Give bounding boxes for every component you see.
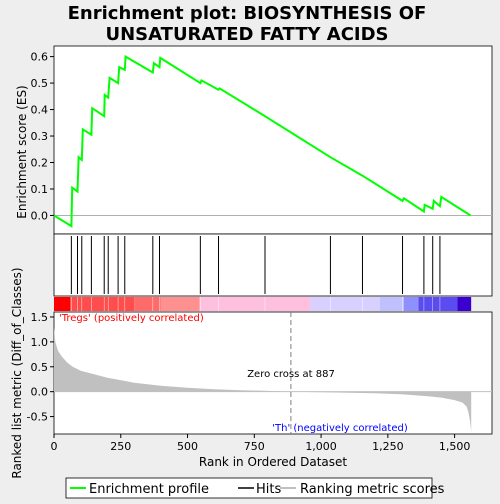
color-bar-segment	[160, 297, 200, 311]
rank-color-bar	[54, 297, 472, 311]
metric-y-tick-label: 1.5	[31, 311, 49, 324]
positive-class-label: 'Tregs' (positively correlated)	[59, 313, 204, 324]
metric-y-tick-label: 1.0	[31, 336, 49, 349]
metric-y-axis: -0.5 0.0 0.5 1.0 1.5	[27, 311, 54, 424]
x-tick-label: 1,000	[305, 440, 337, 453]
color-bar-segment	[403, 297, 419, 311]
metric-axis-label: Ranked list metric (Diff_of_Classes)	[10, 267, 24, 478]
x-tick-label: 750	[244, 440, 265, 453]
x-tick-label: 0	[51, 440, 58, 453]
x-tick-label: 500	[177, 440, 198, 453]
es-y-tick-label: 0.1	[31, 183, 49, 196]
color-bar-segment	[457, 297, 472, 311]
legend-label-enrichment: Enrichment profile	[89, 482, 209, 497]
color-bar-segment	[134, 297, 161, 311]
legend: Enrichment profile Hits Ranking metric s…	[65, 477, 445, 499]
color-bar-segment	[199, 297, 311, 311]
es-y-axis: 0.0 0.1 0.2 0.3 0.4 0.5 0.6	[31, 51, 492, 222]
metric-y-tick-label: -0.5	[27, 411, 48, 424]
x-axis-label: Rank in Ordered Dataset	[199, 455, 347, 469]
color-bar-segment	[418, 297, 458, 311]
color-bar-segment	[310, 297, 380, 311]
color-bar-segment	[54, 297, 71, 311]
es-y-tick-label: 0.0	[31, 209, 49, 222]
enrichment-profile-line	[53, 54, 472, 228]
es-axis-label: Enrichment score (ES)	[15, 85, 29, 218]
legend-label-metric: Ranking metric scores	[300, 482, 445, 497]
x-tick-label: 1,500	[439, 440, 471, 453]
es-panel	[53, 45, 493, 235]
metric-panel	[53, 311, 493, 435]
metric-y-tick-label: 0.0	[31, 386, 49, 399]
es-y-tick-label: 0.5	[31, 77, 49, 90]
legend-label-hits: Hits	[256, 482, 281, 497]
x-tick-label: 250	[110, 440, 131, 453]
metric-y-tick-label: 0.5	[31, 361, 49, 374]
es-y-tick-label: 0.2	[31, 157, 49, 170]
hits-panel	[53, 233, 493, 297]
x-tick-label: 1,250	[372, 440, 404, 453]
es-y-tick-label: 0.4	[31, 104, 49, 117]
zero-cross-label: Zero cross at 887	[247, 369, 335, 380]
es-y-tick-label: 0.6	[31, 51, 49, 64]
chart-title-line-2: UNSATURATED FATTY ACIDS	[105, 24, 388, 45]
hit-markers	[70, 236, 441, 294]
color-bar-segment	[379, 297, 404, 311]
x-axis: 0 250 500 750 1,000 1,250 1,500	[51, 434, 471, 453]
es-y-tick-label: 0.3	[31, 130, 49, 143]
chart-title-line-1: Enrichment plot: BIOSYNTHESIS OF	[68, 3, 427, 24]
negative-class-label: 'Th' (negatively correlated)	[272, 423, 408, 434]
